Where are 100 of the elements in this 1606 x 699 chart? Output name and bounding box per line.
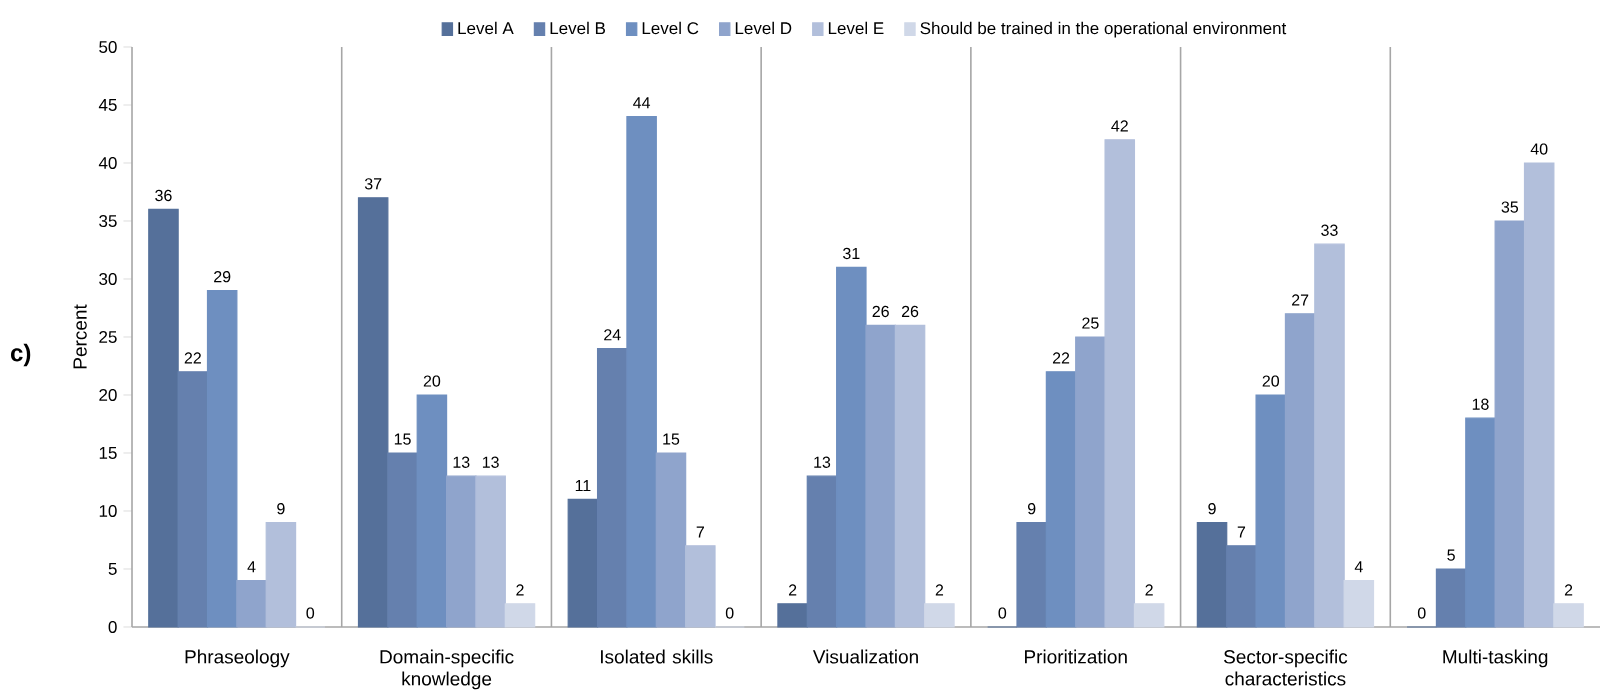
data-label: 37 [364, 178, 382, 190]
bar [1494, 220, 1526, 628]
data-label: 27 [1292, 294, 1309, 306]
x-tick-label: Domain-specific knowledge [380, 649, 514, 690]
y-tick-label: 0 [108, 620, 117, 633]
bar [806, 475, 838, 628]
x-tick-label: Multi-tasking [1443, 649, 1548, 668]
legend-label: Should be trained in the operational environment [920, 21, 1287, 38]
data-label: 2 [788, 584, 797, 596]
data-label: 33 [1321, 224, 1338, 236]
bar [475, 475, 506, 628]
legend-label: Level C [642, 21, 699, 35]
text: c) [11, 343, 31, 367]
data-label: 22 [184, 352, 201, 364]
data-label: 20 [423, 375, 441, 387]
bar [685, 545, 716, 628]
data-label: 42 [1111, 120, 1128, 132]
y-axis-title: Percent [73, 304, 87, 369]
data-label: 31 [843, 247, 860, 260]
bar [567, 498, 599, 628]
y-tick-label: 5 [108, 563, 117, 575]
bar [836, 266, 867, 628]
data-label: 2 [1145, 584, 1153, 596]
data-label: 2 [1564, 584, 1573, 596]
bar [357, 197, 389, 628]
data-label: 4 [247, 561, 256, 573]
data-label: 13 [453, 456, 470, 468]
legend-label: Level B [550, 21, 606, 35]
data-label: 29 [214, 271, 231, 283]
data-label: 9 [1027, 503, 1036, 515]
data-label: 5 [1447, 549, 1455, 561]
y-tick-label: 50 [99, 40, 117, 54]
x-tick-label: Isolated skills [601, 649, 713, 664]
bar [1075, 336, 1106, 628]
data-label: 11 [575, 480, 591, 492]
data-label: 0 [306, 607, 315, 619]
y-tick-label: 45 [98, 99, 117, 111]
y-tick-label: 40 [98, 156, 117, 169]
data-label: 35 [1501, 201, 1519, 213]
x-tick-label: Sector-specific characteristics [1224, 649, 1348, 686]
data-label: 26 [901, 305, 919, 318]
y-tick-label: 30 [99, 272, 117, 285]
bar [777, 603, 808, 628]
bar [865, 324, 896, 628]
bar [1104, 139, 1136, 628]
bar [1435, 568, 1467, 628]
data-label: 40 [1530, 143, 1548, 155]
data-label: 25 [1082, 317, 1099, 329]
data-label: 22 [1052, 352, 1070, 364]
data-label: 13 [814, 456, 831, 468]
y-tick-label: 20 [99, 388, 117, 401]
data-label: 7 [1237, 526, 1246, 538]
bar [626, 116, 657, 628]
data-label: 36 [155, 189, 172, 202]
data-label: 24 [604, 329, 621, 341]
y-tick-label: 15 [99, 447, 117, 459]
legend-label: Level D [735, 21, 792, 35]
bar [265, 521, 297, 628]
bar [1045, 371, 1077, 628]
data-label: 15 [663, 433, 680, 445]
bar [504, 603, 536, 628]
bar [1255, 394, 1287, 628]
data-label: 9 [1208, 503, 1216, 515]
bar [1284, 313, 1316, 628]
data-label: 9 [277, 503, 285, 515]
data-label: 2 [935, 584, 944, 596]
bar [148, 208, 179, 628]
bar [1133, 603, 1165, 628]
x-tick-label: Phraseology [185, 649, 290, 668]
bar [387, 452, 418, 628]
bar [1465, 417, 1496, 628]
data-label: 4 [1354, 561, 1363, 573]
bar [416, 394, 448, 628]
bar [894, 324, 926, 628]
bar [596, 348, 628, 628]
legend-label: Level E [828, 21, 884, 35]
bar [1343, 579, 1375, 628]
data-label: 15 [394, 433, 411, 445]
x-tick-label: Prioritization [1025, 649, 1127, 664]
bar [924, 603, 955, 628]
bar [1314, 243, 1345, 628]
bar [1196, 521, 1228, 628]
bar [1523, 162, 1555, 628]
data-label: 20 [1262, 375, 1280, 387]
legend-label: Level A [458, 21, 514, 35]
bar [1016, 521, 1047, 628]
data-label: 0 [725, 607, 734, 619]
bar [445, 475, 477, 628]
bar [206, 289, 238, 628]
data-label: 7 [696, 526, 704, 538]
data-label: 0 [1417, 607, 1426, 619]
data-label: 2 [516, 584, 524, 596]
data-label: 26 [872, 305, 889, 318]
bar [177, 371, 209, 628]
bar [1226, 545, 1257, 628]
bar [236, 579, 267, 628]
y-tick-label: 25 [99, 330, 117, 343]
data-label: 0 [998, 607, 1007, 619]
y-tick-label: 10 [99, 504, 117, 517]
data-label: 44 [633, 97, 651, 109]
